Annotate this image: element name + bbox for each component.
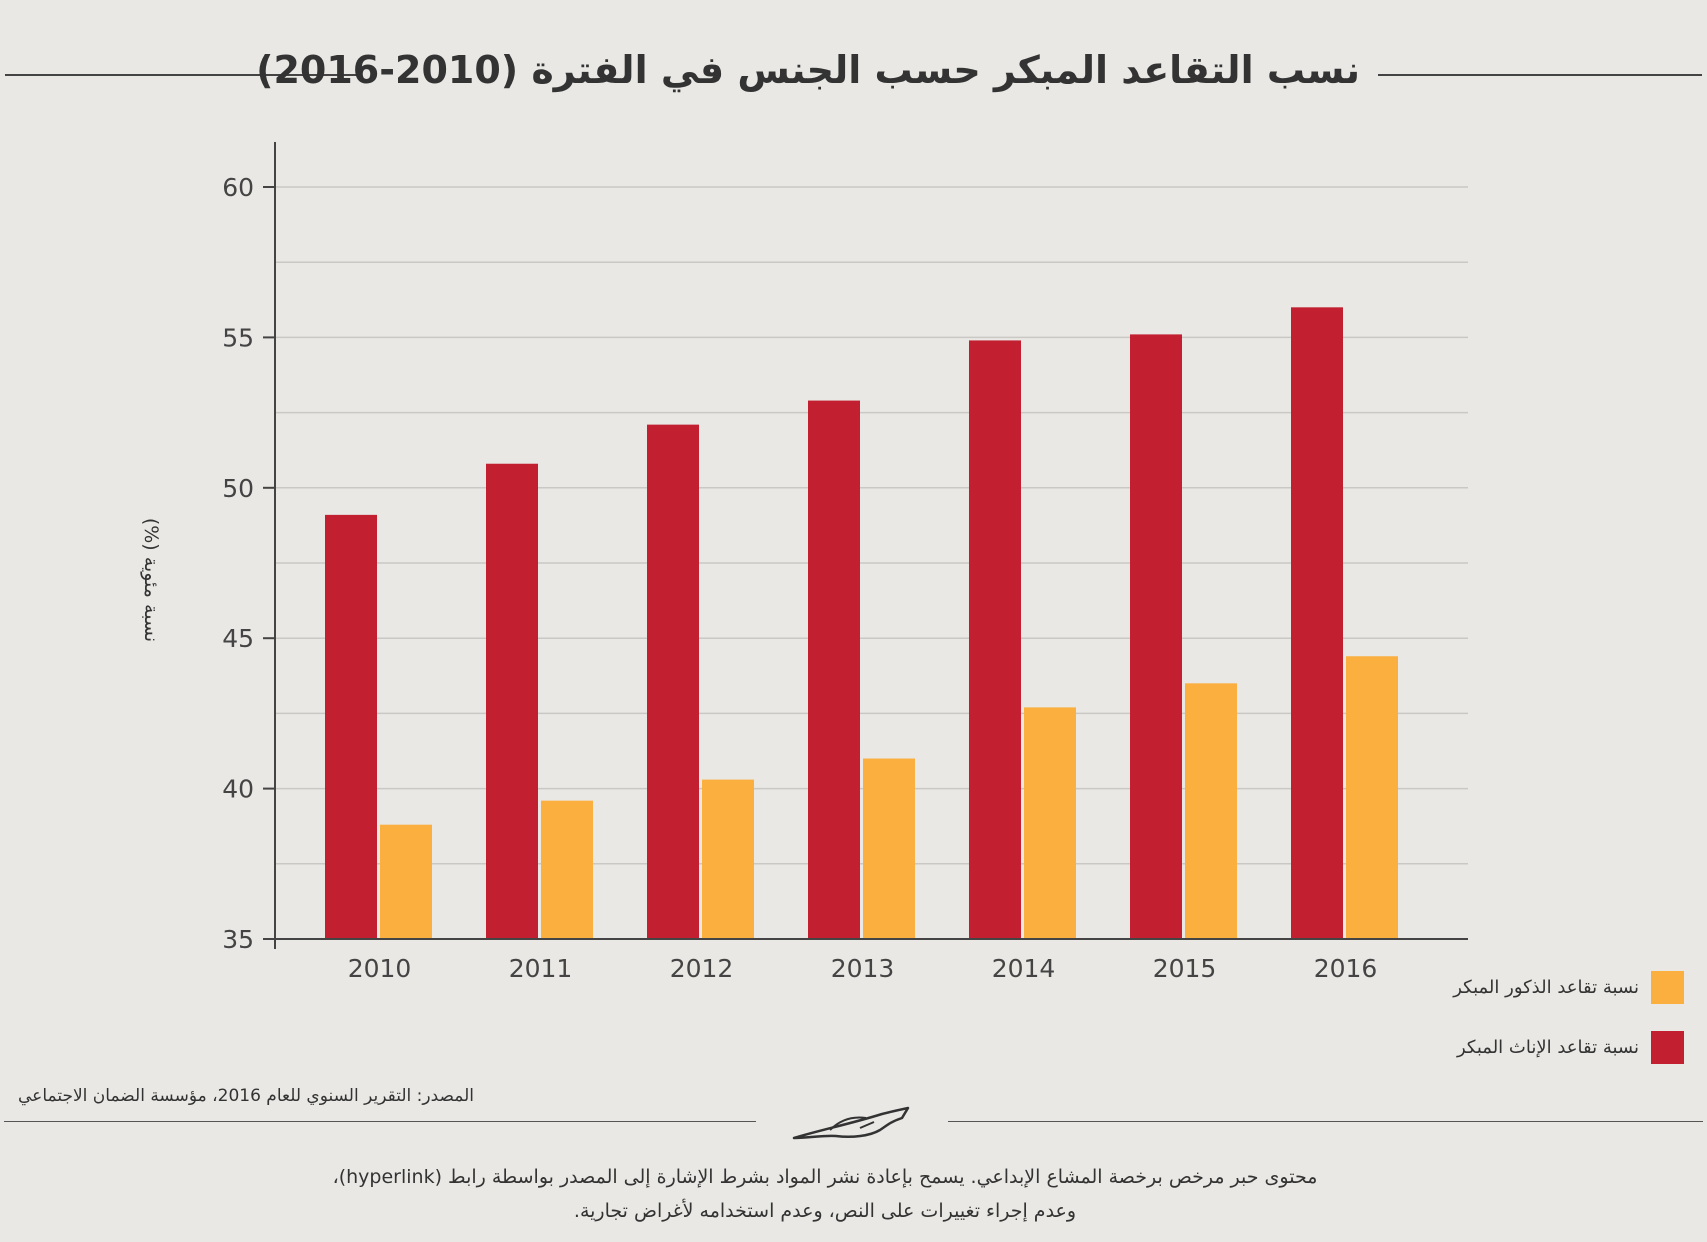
bar-female-2012 — [647, 424, 699, 940]
y-tick-label: 45 — [222, 624, 254, 653]
bar-female-2011 — [486, 463, 538, 939]
legend-item-male: نسبة تقاعد الذكور المبكر — [1425, 971, 1684, 1004]
bar-female-2010 — [325, 514, 377, 939]
x-tick-label: 2010 — [348, 954, 412, 983]
y-tick-label: 55 — [222, 323, 254, 352]
x-tick-label: 2012 — [670, 954, 734, 983]
legend-label-male: نسبة تقاعد الذكور المبكر — [1453, 977, 1639, 998]
legend-label-female: نسبة تقاعد الإناث المبكر — [1456, 1037, 1639, 1058]
bar-female-2016 — [1291, 307, 1343, 939]
bar-male-2011 — [541, 800, 593, 939]
axes — [263, 142, 1468, 949]
footer-rule-right — [948, 1121, 1703, 1122]
license-line-1: محتوى حبر مرخص برخصة المشاع الإبداعي. يس… — [332, 1166, 1318, 1188]
bar-female-2014 — [969, 340, 1021, 940]
y-tick-label: 60 — [222, 173, 254, 202]
title-rule-left — [5, 74, 360, 76]
x-tick-label: 2014 — [992, 954, 1056, 983]
hibr-logo-icon — [792, 1106, 910, 1140]
y-tick-label: 40 — [222, 775, 254, 804]
x-tick-label: 2011 — [509, 954, 573, 983]
y-axis-label: نسبة مئوية (%) — [140, 518, 162, 642]
x-tick-label: 2013 — [831, 954, 895, 983]
x-tick-label: 2016 — [1314, 954, 1378, 983]
y-tick-labels: 35 40 45 50 55 60 — [222, 173, 254, 954]
x-tick-labels: 2010 2011 2012 2013 2014 2015 2016 — [348, 954, 1378, 983]
bar-male-2013 — [863, 758, 915, 939]
bar-male-2016 — [1346, 656, 1398, 939]
x-tick-label: 2015 — [1153, 954, 1217, 983]
title-rule-right — [1378, 74, 1702, 76]
legend-swatch-female — [1651, 1031, 1684, 1064]
title-bar: نسب التقاعد المبكر حسب الجنس في الفترة (… — [0, 40, 1707, 110]
license-text: محتوى حبر مرخص برخصة المشاع الإبداعي. يس… — [200, 1160, 1450, 1228]
legend-item-female: نسبة تقاعد الإناث المبكر — [1425, 1031, 1684, 1064]
bar-male-2010 — [380, 824, 432, 939]
chart-title: نسب التقاعد المبكر حسب الجنس في الفترة (… — [256, 48, 1360, 92]
footer-rule-left — [4, 1121, 756, 1122]
license-line-2: وعدم إجراء تغييرات على النص، وعدم استخدا… — [573, 1200, 1077, 1222]
y-tick-label: 35 — [222, 925, 254, 954]
legend-swatch-male — [1651, 971, 1684, 1004]
source-note: المصدر: التقرير السنوي للعام 2016، مؤسسة… — [18, 1086, 474, 1106]
bars — [325, 307, 1398, 940]
bar-male-2012 — [702, 779, 754, 939]
bar-female-2013 — [808, 400, 860, 939]
bar-male-2014 — [1024, 707, 1076, 939]
bar-male-2015 — [1185, 683, 1237, 939]
y-tick-label: 50 — [222, 474, 254, 503]
bar-female-2015 — [1130, 334, 1182, 940]
